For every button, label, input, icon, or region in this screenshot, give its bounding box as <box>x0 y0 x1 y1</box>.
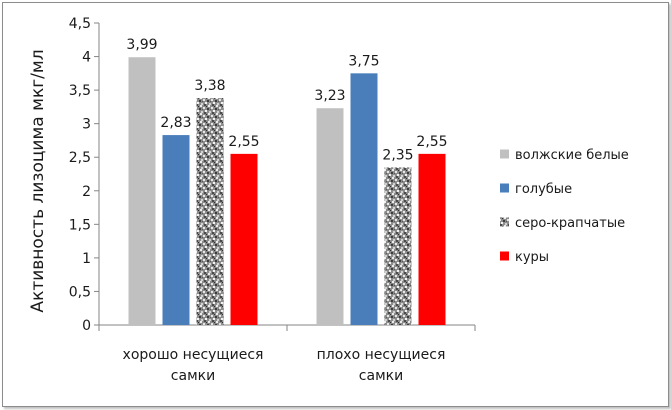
category-label: хорошо несущиеся <box>123 347 264 363</box>
y-tick-label: 1 <box>82 251 91 267</box>
y-tick-label: 4 <box>82 50 91 66</box>
legend-label: волжские белые <box>515 148 629 163</box>
legend-label: куры <box>515 250 549 265</box>
data-label: 3,38 <box>194 78 225 94</box>
bar <box>196 98 224 325</box>
data-label: 2,55 <box>416 134 447 150</box>
bar <box>230 153 258 325</box>
data-label: 2,55 <box>228 134 259 150</box>
bar-chart: 0 0,5 1 1,5 2 2,5 3 3,5 4 4,5 хорошо несущиеся самк… <box>28 16 629 384</box>
bar <box>128 57 156 326</box>
bar <box>350 73 378 325</box>
legend-swatch <box>500 149 509 159</box>
bars <box>128 57 446 326</box>
y-tick-label: 3,5 <box>69 83 91 99</box>
data-label: 3,23 <box>314 88 345 104</box>
data-label: 2,83 <box>160 115 191 131</box>
y-tick-label: 3 <box>82 117 91 133</box>
y-tick-label: 0 <box>82 318 91 334</box>
bar <box>384 167 412 325</box>
data-label: 3,75 <box>348 53 379 69</box>
y-tick-label: 0,5 <box>69 284 91 300</box>
y-tick-label: 2,5 <box>69 150 91 166</box>
axes: 0 0,5 1 1,5 2 2,5 3 3,5 4 4,5 хорошо несущиеся самк… <box>69 16 476 384</box>
data-label: 2,35 <box>382 147 413 163</box>
category-label: плохо несущиеся <box>317 347 446 363</box>
legend-swatch <box>500 183 509 193</box>
legend-swatch <box>500 217 509 227</box>
data-labels: 3,992,833,382,553,233,752,352,55 <box>126 37 447 163</box>
y-axis-title: Активность лизоцима мкг/мл <box>28 49 48 312</box>
data-label: 3,99 <box>126 37 157 53</box>
category-label: самки <box>359 368 403 384</box>
legend-swatch <box>500 251 509 261</box>
bar <box>316 108 344 325</box>
legend-label: голубые <box>515 182 572 197</box>
legend: волжские белые голубые серо-крапчатые куры <box>500 148 629 265</box>
y-tick-label: 4,5 <box>69 16 91 32</box>
legend-label: серо-крапчатые <box>515 216 625 231</box>
bar <box>418 153 446 325</box>
category-label: самки <box>171 368 215 384</box>
y-tick-label: 2 <box>82 184 91 200</box>
bar <box>162 135 190 325</box>
y-tick-label: 1,5 <box>69 217 91 233</box>
